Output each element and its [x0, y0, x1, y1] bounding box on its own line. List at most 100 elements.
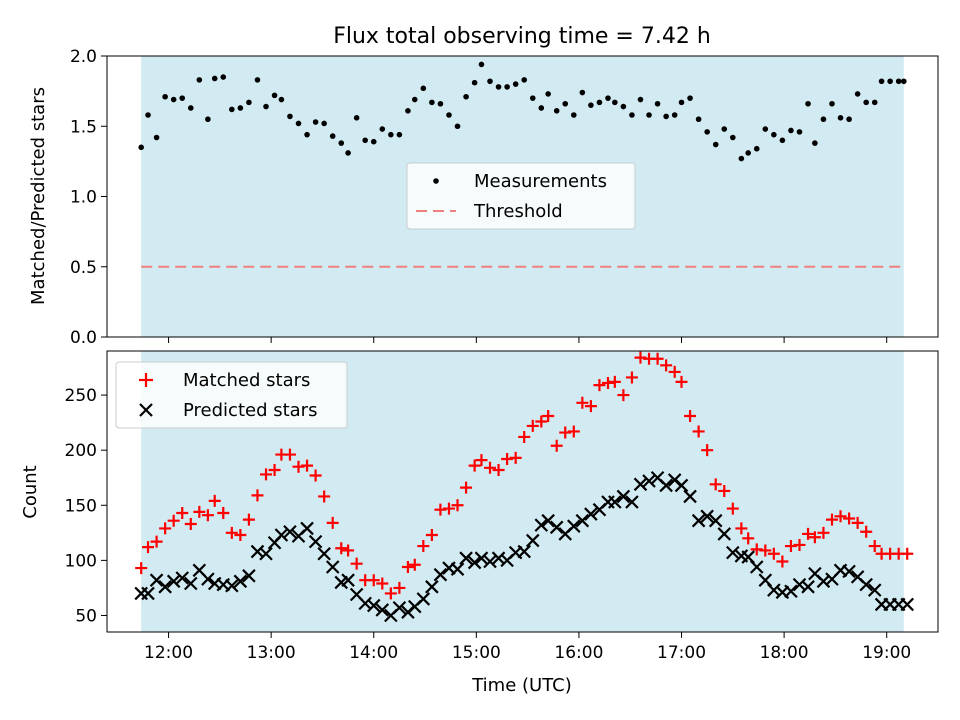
predicted-star-point — [450, 562, 465, 576]
measurement-point — [345, 150, 351, 156]
matched-star-point — [159, 522, 172, 535]
legend-measurements-label: Measurements — [474, 171, 607, 192]
ratio-y-axis-label: Matched/Predicted stars — [28, 87, 49, 305]
matched-star-point — [201, 509, 214, 522]
measurement-point — [712, 141, 719, 148]
predicted-star-point — [358, 596, 372, 611]
count-x-axis-label: Time (UTC) — [471, 675, 572, 696]
measurement-point — [138, 144, 144, 151]
matched-star-point — [742, 532, 755, 545]
measurement-point — [471, 79, 478, 86]
ratio-panel: 0.00.51.01.52.0 Matched/Predicted stars … — [28, 47, 939, 348]
measurement-point — [837, 115, 844, 121]
measurement-point — [220, 74, 227, 80]
measurement-point — [211, 75, 218, 82]
matched-star-point — [776, 555, 789, 568]
predicted-star-point — [201, 572, 215, 586]
predicted-star-point — [274, 528, 289, 542]
matched-star-point — [660, 359, 673, 372]
measurement-point — [562, 100, 569, 107]
ratio-y-tick-label: 0.5 — [70, 258, 97, 278]
matched-star-point — [208, 494, 221, 507]
predicted-star-point — [541, 513, 555, 528]
predicted-star-point — [341, 573, 355, 587]
measurement-point — [854, 91, 861, 97]
count-y-tick-label: 200 — [65, 441, 97, 461]
matched-star-point — [167, 514, 180, 527]
matched-star-point — [309, 469, 322, 482]
measurement-point — [605, 95, 611, 101]
matched-star-point — [817, 526, 830, 539]
count-x-tick-label: 15:00 — [452, 643, 501, 663]
measurement-point — [687, 95, 693, 101]
matched-star-point — [283, 448, 296, 461]
matched-star-point — [793, 538, 806, 551]
predicted-star-point — [250, 544, 265, 559]
measurement-point — [721, 126, 728, 132]
measurement-point — [762, 126, 769, 132]
measurement-point — [463, 93, 469, 100]
matched-star-point — [651, 352, 664, 365]
matched-star-point — [617, 389, 630, 402]
predicted-star-point — [433, 567, 448, 582]
predicted-star-point — [175, 571, 190, 585]
count-y-tick-label: 150 — [65, 496, 97, 516]
matched-star-point — [376, 577, 389, 590]
predicted-star-point — [517, 544, 531, 559]
measurement-point — [612, 99, 618, 106]
matched-star-point — [326, 516, 339, 529]
matched-star-point — [735, 522, 748, 535]
predicted-star-point — [608, 495, 622, 509]
predicted-star-point — [749, 560, 764, 574]
matched-star-point — [750, 543, 763, 556]
ratio-y-tick-label: 2.0 — [70, 47, 97, 67]
chart-title: Flux total observing time = 7.42 h — [333, 24, 711, 49]
measurement-point — [871, 99, 878, 106]
matched-star-point — [584, 400, 597, 413]
count-x-tick-label: 12:00 — [144, 643, 193, 663]
measurement-point — [796, 129, 803, 135]
predicted-star-point — [801, 580, 815, 594]
measurement-point — [704, 129, 710, 135]
legend-predicted-marker — [139, 403, 153, 417]
predicted-star-point — [567, 519, 581, 533]
matched-star-point — [434, 503, 447, 516]
ratio-y-tick-label: 1.5 — [70, 117, 97, 137]
measurement-point — [812, 140, 818, 146]
matched-star-point — [701, 444, 714, 457]
matched-star-point — [451, 499, 464, 512]
matched-star-point — [393, 581, 406, 594]
measurement-point — [620, 103, 627, 110]
matched-star-point — [225, 526, 238, 539]
predicted-star-point — [366, 598, 381, 613]
measurement-point — [370, 138, 377, 145]
matched-star-point — [784, 540, 797, 553]
measurement-point — [379, 126, 386, 132]
matched-star-point — [709, 478, 722, 491]
matched-star-point — [408, 558, 421, 571]
measurement-point — [362, 137, 368, 144]
predicted-star-point — [308, 534, 323, 549]
measurement-points — [138, 61, 907, 162]
measurement-point — [596, 99, 603, 106]
measurement-point — [321, 120, 327, 127]
matched-star-point — [301, 459, 314, 472]
predicted-star-point — [483, 554, 497, 569]
count-panel: 50 100 150 200 250 12:00 13:00 14:00 15:00 16:00… — [20, 350, 939, 696]
measurement-point — [454, 123, 461, 130]
matched-star-point — [367, 574, 380, 587]
measurement-point — [429, 99, 435, 106]
predicted-star-point — [283, 524, 297, 539]
matched-star-point — [335, 542, 348, 555]
matched-star-point — [292, 460, 305, 473]
measurement-point — [170, 96, 177, 103]
predicted-star-point — [767, 583, 781, 597]
predicted-star-point — [375, 603, 390, 617]
matched-star-point — [460, 481, 473, 494]
matched-star-point — [625, 371, 638, 384]
matched-star-point — [442, 502, 455, 515]
measurement-point — [271, 92, 278, 99]
matched-star-point — [142, 541, 155, 554]
predicted-star-point — [425, 580, 439, 594]
